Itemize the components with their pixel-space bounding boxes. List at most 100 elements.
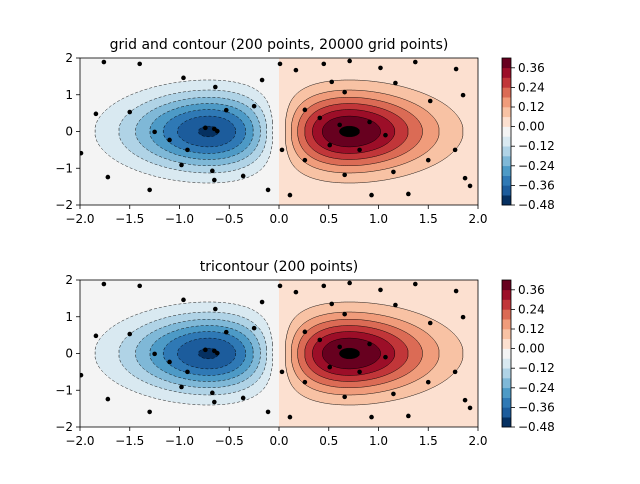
data-point xyxy=(342,394,347,400)
data-point xyxy=(185,369,190,375)
data-point xyxy=(342,89,347,95)
colorbar-band xyxy=(502,358,511,369)
data-point xyxy=(101,59,107,65)
data-point xyxy=(212,399,217,405)
data-point xyxy=(265,409,271,415)
data-point xyxy=(393,80,398,86)
data-point xyxy=(391,169,396,175)
colorbar-frame xyxy=(501,279,512,428)
data-point xyxy=(259,299,265,305)
data-point xyxy=(147,187,152,193)
data-point xyxy=(321,283,327,289)
colorbar-band xyxy=(502,136,511,147)
x-tick-label: 0.5 xyxy=(319,434,338,448)
data-point xyxy=(287,192,293,198)
data-point xyxy=(452,369,458,375)
contour-level xyxy=(339,125,360,138)
colorbar-tick-label: 0.00 xyxy=(518,120,545,134)
data-point xyxy=(413,281,418,287)
data-point xyxy=(347,58,352,64)
colorbar-tick-label: −0.48 xyxy=(518,420,555,434)
colorbar-tick-label: −0.48 xyxy=(518,198,555,212)
colorbar-band xyxy=(502,319,511,330)
data-point xyxy=(93,333,99,339)
x-tick-label: 1.5 xyxy=(419,434,438,448)
data-point xyxy=(467,405,473,411)
colorbar-band xyxy=(502,156,511,167)
data-point xyxy=(391,391,396,397)
data-point xyxy=(167,137,172,143)
data-point xyxy=(101,281,107,287)
data-point xyxy=(80,372,84,378)
data-point xyxy=(105,174,111,180)
data-point xyxy=(467,183,473,189)
data-point xyxy=(80,150,84,156)
colorbar-band xyxy=(502,58,511,69)
data-point xyxy=(327,364,333,370)
colorbar-tick-label: 0.12 xyxy=(518,100,545,114)
data-point xyxy=(406,413,411,419)
y-tick-label: 1 xyxy=(65,88,73,102)
colorbar-band xyxy=(502,195,511,206)
colorbar-band xyxy=(502,338,511,349)
y-tick-label: 2 xyxy=(65,51,73,65)
data-point xyxy=(213,306,218,312)
data-point xyxy=(329,79,335,85)
x-tick-label: 0.5 xyxy=(319,212,338,226)
colorbar-band xyxy=(502,378,511,389)
data-point xyxy=(460,314,466,320)
colorbar-tick-label: −0.12 xyxy=(518,361,555,375)
data-point xyxy=(203,347,208,353)
x-tick-label: 0.0 xyxy=(269,212,288,226)
data-point xyxy=(127,331,133,337)
data-point xyxy=(383,132,388,138)
data-point xyxy=(369,414,374,420)
colorbar-band xyxy=(502,387,511,398)
colorbar-band xyxy=(502,116,511,127)
colorbar-band xyxy=(502,185,511,196)
data-point xyxy=(369,192,374,198)
data-point xyxy=(137,61,142,67)
colorbar-tick-label: −0.36 xyxy=(518,400,555,414)
data-point xyxy=(105,396,111,402)
colorbar-tick-label: −0.24 xyxy=(518,381,555,395)
data-point xyxy=(329,301,335,307)
colorbar-band xyxy=(502,126,511,137)
data-point xyxy=(279,369,285,375)
chart-title: tricontour (200 points) xyxy=(200,259,359,275)
data-point xyxy=(302,107,308,113)
data-point xyxy=(378,287,383,293)
data-point xyxy=(453,66,459,72)
data-point xyxy=(240,173,246,179)
data-point xyxy=(342,311,347,317)
y-tick-label: 1 xyxy=(65,310,73,324)
data-point xyxy=(179,162,184,168)
data-point xyxy=(413,59,418,65)
data-point xyxy=(347,280,352,286)
data-point xyxy=(357,147,362,153)
data-point xyxy=(203,125,208,131)
data-point xyxy=(210,168,215,174)
data-point xyxy=(265,187,271,193)
colorbar-band xyxy=(502,67,511,78)
x-tick-label: −2.0 xyxy=(65,434,94,448)
data-point xyxy=(452,147,458,153)
colorbar-band xyxy=(502,175,511,186)
x-tick-label: 2.0 xyxy=(468,212,487,226)
data-point xyxy=(181,75,186,81)
chart-title: grid and contour (200 points, 20000 grid… xyxy=(110,37,449,53)
x-tick-label: 1.5 xyxy=(419,212,438,226)
colorbar-band xyxy=(502,165,511,176)
colorbar-tick-label: 0.24 xyxy=(518,80,545,94)
data-point xyxy=(251,325,257,331)
x-tick-label: 1.0 xyxy=(369,212,388,226)
data-point xyxy=(279,147,285,153)
y-tick-label: −2 xyxy=(55,198,73,212)
y-tick-label: −2 xyxy=(55,420,73,434)
data-point xyxy=(302,157,308,163)
colorbar-tick-label: 0.12 xyxy=(518,322,545,336)
data-point xyxy=(425,157,431,163)
data-point xyxy=(179,384,184,390)
data-point xyxy=(127,109,133,115)
